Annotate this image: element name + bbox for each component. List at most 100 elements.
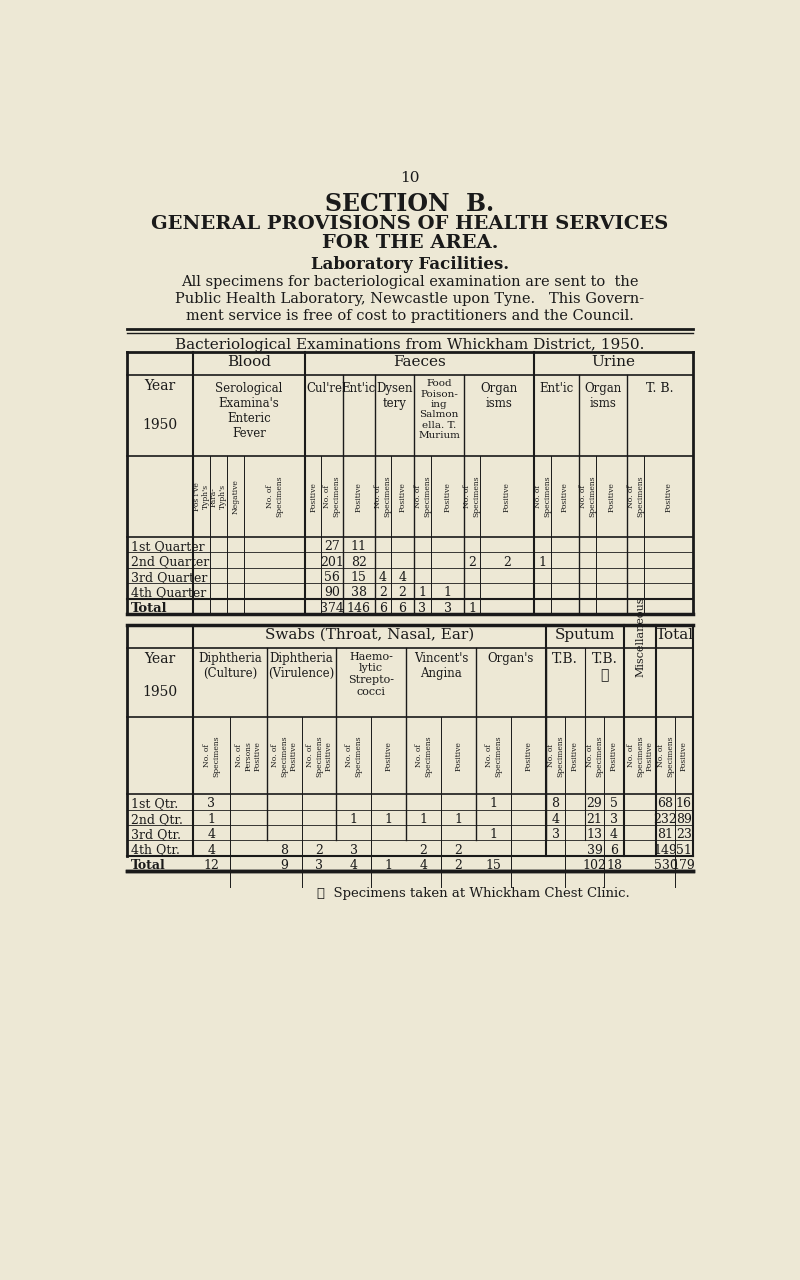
Text: 2: 2 xyxy=(398,586,406,599)
Text: 3rd Quarter: 3rd Quarter xyxy=(131,571,207,584)
Text: 3: 3 xyxy=(610,813,618,826)
Text: No. of
Specimens
Positive: No. of Specimens Positive xyxy=(271,735,298,777)
Text: 4: 4 xyxy=(379,571,387,584)
Text: No. of
Specimens: No. of Specimens xyxy=(579,476,596,517)
Text: 51: 51 xyxy=(676,844,692,856)
Text: 3: 3 xyxy=(207,797,215,810)
Text: 68: 68 xyxy=(658,797,674,810)
Text: 4: 4 xyxy=(207,844,215,856)
Text: Organ
isms: Organ isms xyxy=(584,381,622,410)
Text: Positive: Positive xyxy=(607,481,615,512)
Text: Cul're: Cul're xyxy=(306,381,342,394)
Text: Urine: Urine xyxy=(591,356,635,370)
Text: T. B.: T. B. xyxy=(646,381,674,394)
Text: 3: 3 xyxy=(443,602,451,614)
Text: 1: 1 xyxy=(538,556,546,568)
Text: 102: 102 xyxy=(582,859,606,872)
Text: Laboratory Facilities.: Laboratory Facilities. xyxy=(311,256,509,273)
Text: 1: 1 xyxy=(385,813,393,826)
Text: 1: 1 xyxy=(443,586,451,599)
Text: 1: 1 xyxy=(419,813,427,826)
Text: Sputum: Sputum xyxy=(554,628,615,641)
Text: Organ's: Organ's xyxy=(487,652,534,664)
Text: 2nd Quarter: 2nd Quarter xyxy=(131,556,210,568)
Text: 21: 21 xyxy=(586,813,602,826)
Text: 6: 6 xyxy=(398,602,406,614)
Text: 2: 2 xyxy=(379,586,387,599)
Text: 4: 4 xyxy=(350,859,358,872)
Text: 1st Qtr.: 1st Qtr. xyxy=(131,797,178,810)
Text: ★  Specimens taken at Whickham Chest Clinic.: ★ Specimens taken at Whickham Chest Clin… xyxy=(317,887,630,900)
Text: 3: 3 xyxy=(350,844,358,856)
Text: 179: 179 xyxy=(672,859,696,872)
Text: 4: 4 xyxy=(551,813,559,826)
Text: Pos i've
Typh's: Pos i've Typh's xyxy=(193,483,210,511)
Text: 2: 2 xyxy=(454,859,462,872)
Text: Positive: Positive xyxy=(524,741,532,771)
Text: Vincent's
Angina: Vincent's Angina xyxy=(414,652,468,680)
Text: 4: 4 xyxy=(419,859,427,872)
Text: 1st Quarter: 1st Quarter xyxy=(131,540,205,553)
Text: 10: 10 xyxy=(400,170,420,184)
Text: No. of
Specimens: No. of Specimens xyxy=(657,735,674,777)
Text: 39: 39 xyxy=(586,844,602,856)
Text: Positive: Positive xyxy=(503,481,511,512)
Text: Total: Total xyxy=(131,602,168,614)
Text: 81: 81 xyxy=(658,828,674,841)
Text: 1: 1 xyxy=(490,828,498,841)
Text: 4th Qtr.: 4th Qtr. xyxy=(131,844,180,856)
Text: T.B.: T.B. xyxy=(552,652,578,666)
Text: T.B.
★: T.B. ★ xyxy=(591,652,618,682)
Text: 530: 530 xyxy=(654,859,678,872)
Text: 5: 5 xyxy=(610,797,618,810)
Text: 1: 1 xyxy=(454,813,462,826)
Text: 4: 4 xyxy=(207,828,215,841)
Text: 2: 2 xyxy=(468,556,476,568)
Text: 8: 8 xyxy=(551,797,559,810)
Text: 1: 1 xyxy=(468,602,476,614)
Text: 90: 90 xyxy=(324,586,340,599)
Text: Public Health Laboratory, Newcastle upon Tyne.   This Govern-: Public Health Laboratory, Newcastle upon… xyxy=(175,292,645,306)
Text: Positive: Positive xyxy=(454,741,462,771)
Text: Para-
Typh's: Para- Typh's xyxy=(210,484,227,509)
Text: 2: 2 xyxy=(454,844,462,856)
Text: 3: 3 xyxy=(315,859,323,872)
Text: GENERAL PROVISIONS OF HEALTH SERVICES: GENERAL PROVISIONS OF HEALTH SERVICES xyxy=(151,215,669,233)
Text: 2: 2 xyxy=(503,556,511,568)
Text: Total: Total xyxy=(656,628,694,641)
Text: 9: 9 xyxy=(280,859,288,872)
Text: 4th Quarter: 4th Quarter xyxy=(131,586,206,599)
Text: Ent'ic: Ent'ic xyxy=(342,381,376,394)
Text: 1: 1 xyxy=(418,586,426,599)
Text: 149: 149 xyxy=(654,844,678,856)
Text: Positive: Positive xyxy=(355,481,363,512)
Text: 89: 89 xyxy=(676,813,692,826)
Text: No. of
Specimens: No. of Specimens xyxy=(266,476,283,517)
Text: 13: 13 xyxy=(586,828,602,841)
Text: No. of
Specimens: No. of Specimens xyxy=(627,476,644,517)
Text: 2: 2 xyxy=(315,844,323,856)
Text: 4: 4 xyxy=(610,828,618,841)
Text: 3: 3 xyxy=(551,828,559,841)
Text: No. of
Specimens: No. of Specimens xyxy=(485,735,502,777)
Text: No. of
Specimens: No. of Specimens xyxy=(323,476,340,517)
Text: Positive: Positive xyxy=(398,481,406,512)
Text: Dysen
tery: Dysen tery xyxy=(376,381,413,410)
Text: No. of
Specimens: No. of Specimens xyxy=(415,735,432,777)
Text: 6: 6 xyxy=(379,602,387,614)
Text: All specimens for bacteriological examination are sent to  the: All specimens for bacteriological examin… xyxy=(182,275,638,289)
Text: Bacteriological Examinations from Whickham District, 1950.: Bacteriological Examinations from Whickh… xyxy=(175,338,645,352)
Text: Positive: Positive xyxy=(571,741,579,771)
Text: Total: Total xyxy=(131,859,166,872)
Text: 232: 232 xyxy=(654,813,678,826)
Text: Positive: Positive xyxy=(309,481,317,512)
Text: 4: 4 xyxy=(398,571,406,584)
Text: 82: 82 xyxy=(351,556,366,568)
Text: 11: 11 xyxy=(351,540,367,553)
Text: No. of
Specimens
Positive: No. of Specimens Positive xyxy=(627,735,654,777)
Text: Haemo-
lytic
Strepto-
cocci: Haemo- lytic Strepto- cocci xyxy=(348,652,394,696)
Text: 29: 29 xyxy=(586,797,602,810)
Text: 12: 12 xyxy=(203,859,219,872)
Text: 6: 6 xyxy=(610,844,618,856)
Text: Diphtheria
(Culture): Diphtheria (Culture) xyxy=(198,652,262,680)
